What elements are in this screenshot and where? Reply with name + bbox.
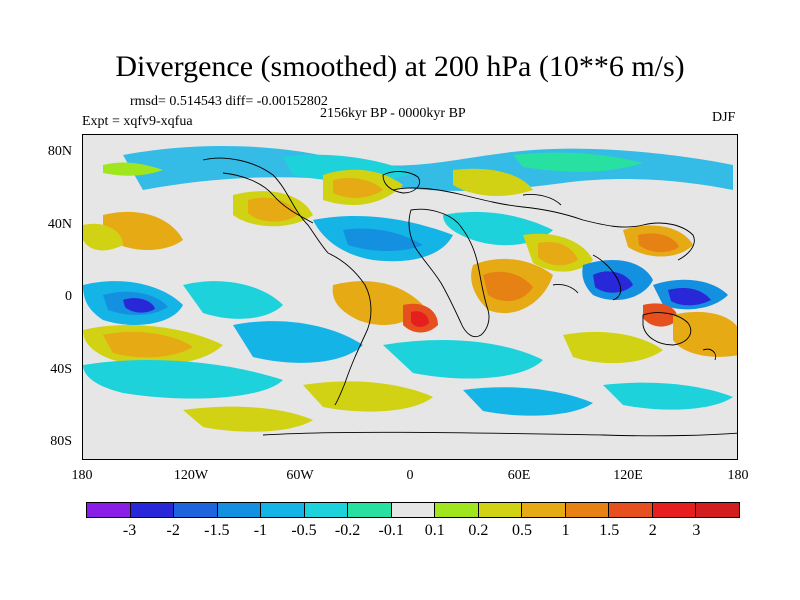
lon-label-120w: 120W <box>173 468 209 483</box>
colorbar-swatch <box>435 503 479 517</box>
colorbar-swatch <box>696 503 739 517</box>
lon-label-0: 0 <box>406 468 414 483</box>
colorbar <box>86 502 740 518</box>
colorbar-label: 0.2 <box>468 522 489 539</box>
colorbar-swatch <box>522 503 566 517</box>
colorbar-label: 0.5 <box>512 522 532 539</box>
colorbar-label: -1 <box>253 522 268 539</box>
colorbar-swatch <box>130 503 175 517</box>
lat-label-40s: 40S <box>50 362 72 377</box>
colorbar-label: 1 <box>561 522 570 539</box>
lon-label-60e: 60E <box>507 468 531 483</box>
colorbar-swatch <box>652 503 697 517</box>
colorbar-label: 0.1 <box>424 522 445 539</box>
colorbar-swatch <box>87 503 131 517</box>
colorbar-label: -0.1 <box>378 522 404 539</box>
colorbar-swatch <box>609 503 653 517</box>
season-label: DJF <box>712 110 736 125</box>
map-title: Divergence (smoothed) at 200 hPa (10**6 … <box>115 50 685 83</box>
lon-label-180w: 180 <box>71 468 93 483</box>
lat-label-80n: 80N <box>47 144 72 159</box>
map-plot-area <box>82 134 738 460</box>
colorbar-label: -3 <box>122 522 137 539</box>
frame-corner <box>82 134 83 135</box>
colorbar-swatch <box>174 503 218 517</box>
colorbar-label: -0.2 <box>334 522 361 539</box>
lon-label-120e: 120E <box>613 468 643 483</box>
experiment-label: Expt = xqfv9-xqfua <box>82 114 193 129</box>
colorbar-swatch <box>217 503 262 517</box>
colorbar-label: -1.5 <box>204 522 230 539</box>
colorbar-swatch <box>261 503 305 517</box>
colorbar-swatch <box>348 503 392 517</box>
period-label: 2156kyr BP - 0000kyr BP <box>320 106 466 121</box>
stats-text: rmsd= 0.514543 diff= -0.00152802 <box>130 94 328 109</box>
colorbar-label: 2 <box>648 522 657 539</box>
divergence-field <box>83 135 737 459</box>
colorbar-swatch <box>391 503 436 517</box>
lon-label-60w: 60W <box>286 468 314 483</box>
lat-label-40n: 40N <box>47 217 72 232</box>
colorbar-swatch <box>478 503 523 517</box>
lat-label-0: 0 <box>65 289 72 304</box>
lat-label-80s: 80S <box>50 434 72 449</box>
colorbar-swatch <box>565 503 610 517</box>
colorbar-swatch <box>304 503 349 517</box>
colorbar-label: -2 <box>166 522 180 539</box>
lon-label-180e: 180 <box>727 468 749 483</box>
colorbar-label: 3 <box>692 522 701 539</box>
colorbar-label: 1.5 <box>599 522 620 539</box>
colorbar-label: -0.5 <box>291 522 317 539</box>
